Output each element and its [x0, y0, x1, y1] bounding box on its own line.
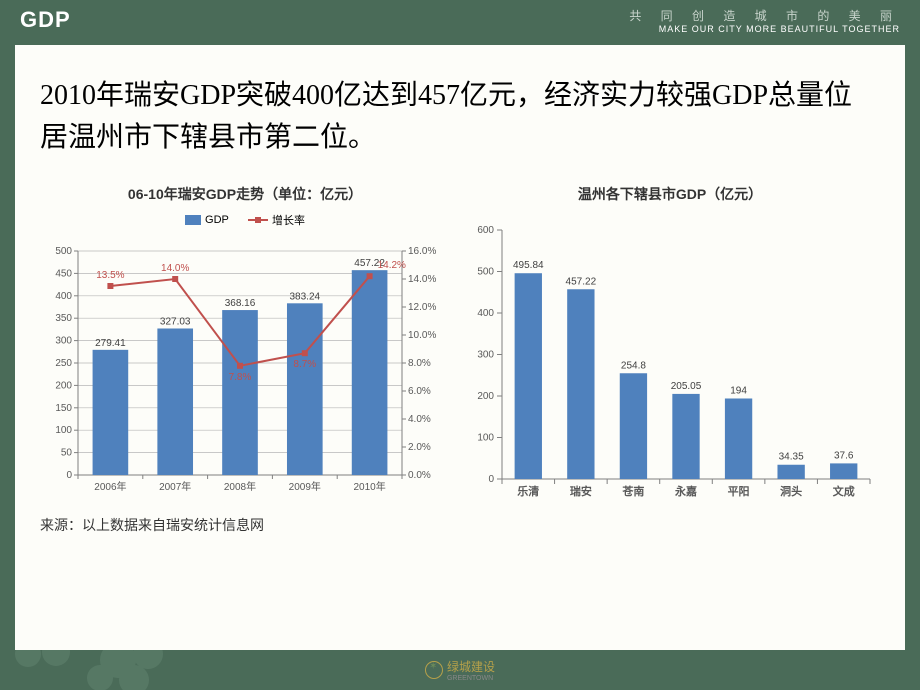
- svg-text:200: 200: [55, 380, 72, 391]
- svg-text:永嘉: 永嘉: [674, 484, 697, 498]
- svg-text:500: 500: [55, 246, 72, 257]
- content-area: 2010年瑞安GDP突破400亿达到457亿元，经济实力较强GDP总量位居温州市…: [15, 45, 905, 650]
- greentown-logo-icon: [425, 661, 443, 679]
- svg-text:2.0%: 2.0%: [408, 442, 431, 453]
- svg-text:7.8%: 7.8%: [229, 372, 252, 383]
- svg-text:400: 400: [55, 291, 72, 302]
- svg-text:10.0%: 10.0%: [408, 330, 436, 341]
- svg-text:0: 0: [66, 470, 72, 481]
- chart-left: 06-10年瑞安GDP走势（单位：亿元） GDP 增长率 0 50 100 150 20…: [40, 184, 450, 507]
- svg-text:34.35: 34.35: [779, 452, 804, 463]
- svg-text:2008年: 2008年: [224, 480, 256, 493]
- svg-text:254.8: 254.8: [621, 360, 646, 371]
- svg-text:495.84: 495.84: [513, 260, 544, 271]
- header-tagline: 共 同 创 造 城 市 的 美 丽 MAKE OUR CITY MORE BEA…: [629, 7, 900, 34]
- chart-right-title: 温州各下辖县市GDP（亿元）: [460, 184, 880, 204]
- svg-text:16.0%: 16.0%: [408, 246, 436, 257]
- header-title: GDP: [20, 7, 71, 33]
- svg-text:250: 250: [55, 358, 72, 369]
- svg-text:50: 50: [61, 448, 73, 459]
- svg-text:乐清: 乐清: [517, 484, 539, 498]
- svg-text:6.0%: 6.0%: [408, 386, 431, 397]
- svg-text:194: 194: [730, 385, 747, 396]
- svg-text:279.41: 279.41: [95, 338, 126, 349]
- svg-text:327.03: 327.03: [160, 316, 191, 327]
- svg-text:14.0%: 14.0%: [161, 263, 189, 274]
- svg-text:37.6: 37.6: [834, 450, 854, 461]
- chart-left-legend: GDP 增长率: [40, 212, 450, 228]
- charts-row: 06-10年瑞安GDP走势（单位：亿元） GDP 增长率 0 50 100 150 20…: [40, 184, 880, 507]
- svg-text:500: 500: [477, 267, 494, 278]
- chart-right: 温州各下辖县市GDP（亿元） 0 100 200 300 400 500 600 495.84…: [460, 184, 880, 507]
- svg-text:2010年: 2010年: [353, 480, 385, 493]
- svg-text:600: 600: [477, 225, 494, 236]
- svg-text:4.0%: 4.0%: [408, 414, 431, 425]
- svg-text:205.05: 205.05: [671, 381, 702, 392]
- chart-left-title: 06-10年瑞安GDP走势（单位：亿元）: [40, 184, 450, 204]
- source-note: 来源：以上数据来自瑞安统计信息网: [40, 515, 880, 535]
- svg-text:14.0%: 14.0%: [408, 274, 436, 285]
- svg-text:0.0%: 0.0%: [408, 470, 431, 481]
- footer-brand-en: GREENTOWN: [447, 675, 495, 682]
- svg-text:瑞安: 瑞安: [570, 484, 592, 498]
- legend-line: 增长率: [248, 212, 305, 228]
- svg-text:450: 450: [55, 268, 72, 279]
- svg-text:2009年: 2009年: [289, 480, 321, 493]
- chart-right-plot: 0 100 200 300 400 500 600 495.84 乐清 457.22 瑞安 254.8…: [460, 212, 880, 507]
- svg-text:100: 100: [477, 433, 494, 444]
- legend-line-label: 增长率: [272, 212, 305, 228]
- svg-text:2006年: 2006年: [94, 480, 126, 493]
- legend-line-swatch: [248, 215, 268, 225]
- footer-logo: 绿城建设 GREENTOWN: [425, 658, 495, 682]
- svg-text:14.2%: 14.2%: [378, 260, 406, 271]
- svg-text:12.0%: 12.0%: [408, 302, 436, 313]
- headline: 2010年瑞安GDP突破400亿达到457亿元，经济实力较强GDP总量位居温州市…: [40, 75, 880, 159]
- tagline-cn: 共 同 创 造 城 市 的 美 丽: [629, 7, 900, 24]
- slide-header: GDP 共 同 创 造 城 市 的 美 丽 MAKE OUR CITY MORE…: [0, 0, 920, 40]
- svg-text:350: 350: [55, 313, 72, 324]
- tagline-en: MAKE OUR CITY MORE BEAUTIFUL TOGETHER: [629, 24, 900, 34]
- legend-bar: GDP: [185, 214, 229, 226]
- svg-text:8.0%: 8.0%: [408, 358, 431, 369]
- svg-text:文成: 文成: [833, 484, 855, 498]
- svg-text:13.5%: 13.5%: [96, 270, 124, 281]
- legend-bar-swatch: [185, 215, 201, 225]
- svg-text:400: 400: [477, 308, 494, 319]
- svg-text:0: 0: [488, 474, 494, 485]
- svg-text:8.7%: 8.7%: [293, 359, 316, 370]
- footer-brand-cn: 绿城建设: [447, 660, 495, 674]
- svg-text:2007年: 2007年: [159, 480, 191, 493]
- svg-text:150: 150: [55, 403, 72, 414]
- svg-text:383.24: 383.24: [290, 291, 321, 302]
- svg-text:457.22: 457.22: [566, 276, 597, 287]
- chart-left-plot: 0 50 100 150 200 250 300 350 400 450 500 0.0% 2.0% 4.…: [40, 233, 450, 503]
- svg-text:300: 300: [55, 336, 72, 347]
- svg-text:平阳: 平阳: [728, 484, 750, 498]
- svg-text:洞头: 洞头: [780, 484, 802, 498]
- svg-text:200: 200: [477, 391, 494, 402]
- footer-brand: 绿城建设 GREENTOWN: [447, 658, 495, 682]
- legend-bar-label: GDP: [205, 214, 229, 226]
- svg-text:苍南: 苍南: [621, 484, 644, 498]
- svg-text:368.16: 368.16: [225, 298, 256, 309]
- svg-text:100: 100: [55, 425, 72, 436]
- svg-text:300: 300: [477, 350, 494, 361]
